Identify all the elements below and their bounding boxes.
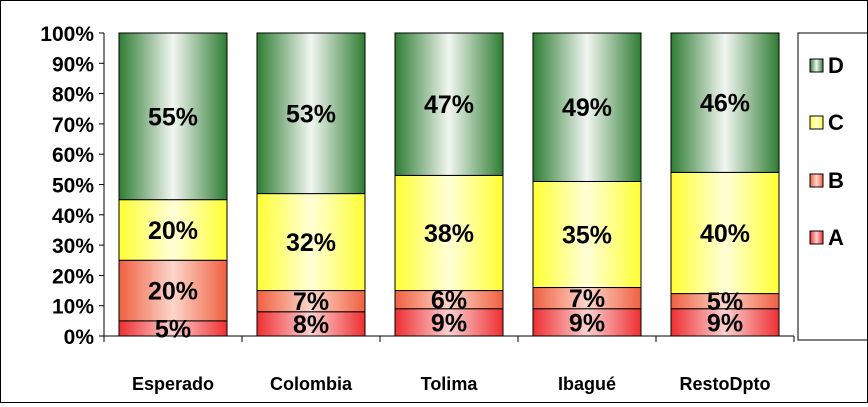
bar-segment-d bbox=[118, 32, 228, 201]
bar-segment-c bbox=[670, 171, 780, 295]
legend-swatch-b bbox=[809, 173, 824, 188]
legend-label: A bbox=[828, 225, 844, 250]
y-tick-label: 100% bbox=[40, 23, 94, 46]
y-tick-label: 20% bbox=[52, 265, 94, 288]
data-label: 40% bbox=[700, 220, 750, 248]
legend-swatch-c bbox=[809, 115, 824, 130]
data-label: 32% bbox=[286, 229, 336, 257]
legend-label: C bbox=[828, 110, 844, 135]
data-label: 49% bbox=[562, 94, 612, 122]
data-label: 53% bbox=[286, 100, 336, 128]
data-label: 55% bbox=[148, 103, 198, 131]
x-tick-label: RestoDpto bbox=[680, 374, 771, 394]
data-label: 35% bbox=[562, 221, 612, 249]
y-tick-label: 70% bbox=[52, 114, 94, 137]
y-tick-label: 10% bbox=[52, 296, 94, 319]
bar-segment-d bbox=[670, 32, 780, 173]
x-tick-label: Colombia bbox=[270, 374, 353, 394]
data-label: 38% bbox=[424, 220, 474, 248]
legend: D C B A bbox=[797, 32, 868, 341]
legend-label: B bbox=[828, 168, 844, 193]
x-tick-label: Esperado bbox=[132, 374, 214, 394]
bar-segment-c bbox=[394, 174, 504, 292]
data-label: 5% bbox=[155, 315, 191, 343]
plot-area: 5%20%20%55%8%7%32%53%9%6%38%47%9%7%35%49… bbox=[118, 32, 780, 343]
y-tick-label: 30% bbox=[52, 235, 94, 258]
bar-segment-d bbox=[532, 32, 642, 182]
x-axis: Esperado Colombia Tolima Ibagué RestoDpto bbox=[103, 335, 795, 394]
legend-swatch-d bbox=[809, 58, 824, 73]
data-label: 8% bbox=[293, 311, 329, 339]
data-label: 20% bbox=[148, 217, 198, 245]
data-label: 9% bbox=[431, 309, 467, 337]
legend-label: D bbox=[828, 53, 844, 78]
bar-segment-a bbox=[670, 308, 780, 337]
data-label: 9% bbox=[569, 309, 605, 337]
legend-swatch-a bbox=[809, 230, 824, 245]
y-tick-label: 0% bbox=[64, 326, 95, 349]
data-label: 5% bbox=[707, 288, 743, 316]
data-label: 7% bbox=[293, 288, 329, 316]
data-label: 46% bbox=[700, 90, 750, 118]
y-tick-label: 50% bbox=[52, 175, 94, 198]
y-tick-label: 40% bbox=[52, 205, 94, 228]
bar-segment-c bbox=[532, 180, 642, 289]
bar-segment-d bbox=[256, 32, 366, 195]
bar-segment-b bbox=[118, 259, 228, 322]
x-tick-label: Ibagué bbox=[558, 374, 616, 394]
data-label: 7% bbox=[569, 285, 605, 313]
data-label: 9% bbox=[707, 309, 743, 337]
data-label: 20% bbox=[148, 278, 198, 306]
y-tick-label: 90% bbox=[52, 53, 94, 76]
y-tick-label: 60% bbox=[52, 144, 94, 167]
bar-segment-a bbox=[532, 308, 642, 337]
y-tick-label: 80% bbox=[52, 84, 94, 107]
bar-segment-c bbox=[256, 193, 366, 292]
data-label: 47% bbox=[424, 91, 474, 119]
bar-segment-d bbox=[394, 32, 504, 176]
x-tick-label: Tolima bbox=[421, 374, 479, 394]
data-label: 6% bbox=[431, 287, 467, 315]
y-axis: 0% 10% 20% 30% 40% 50% 60% 70% 80% 90% 100% bbox=[40, 23, 105, 349]
